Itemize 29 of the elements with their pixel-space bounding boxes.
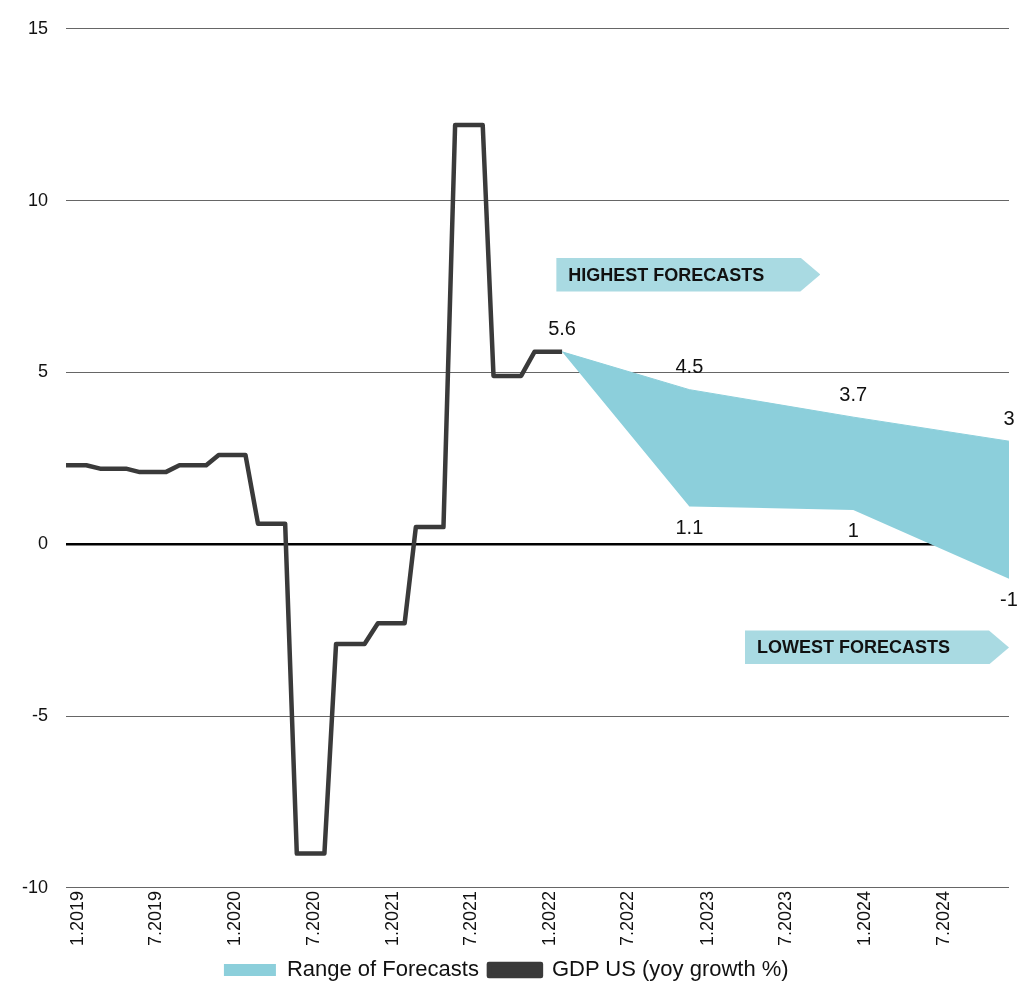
y-tick-label: 5 [38,361,49,382]
legend-label: GDP US (yoy growth %) [551,956,789,982]
y-tick-label: -10 [22,876,49,897]
x-tick-label: 7.2021 [460,890,481,947]
x-tick-label: 7.2023 [774,890,795,947]
x-tick-label: 1.2019 [66,890,87,947]
annotation: -1 [1000,588,1018,611]
legend-label: Range of Forecasts [286,956,479,982]
y-tick-label: -5 [32,705,49,726]
annotation: 3 [1003,406,1015,429]
annotation: LOWEST FORECASTS [757,636,950,660]
x-tick-label: 7.2019 [144,890,165,947]
annotation: 4.5 [675,355,704,378]
annotation: 5.6 [548,317,576,340]
x-tick-label: 1.2022 [539,890,560,947]
annotation: 1.1 [675,516,704,538]
x-tick-label: 7.2024 [932,890,953,947]
y-tick-label: 0 [38,533,49,554]
x-tick-label: 7.2020 [302,890,323,947]
annotation: 3.7 [839,382,868,405]
x-tick-label: 1.2024 [854,890,875,947]
x-tick-label: 1.2020 [224,890,245,947]
x-tick-label: 7.2022 [617,890,638,947]
annotation: HIGHEST FORECASTS [568,263,765,287]
y-tick-label: 10 [27,189,49,210]
x-tick-label: 1.2023 [696,890,717,947]
annotation: 1 [847,519,859,542]
x-tick-label: 1.2021 [381,890,402,947]
y-tick-label: 15 [27,17,49,38]
